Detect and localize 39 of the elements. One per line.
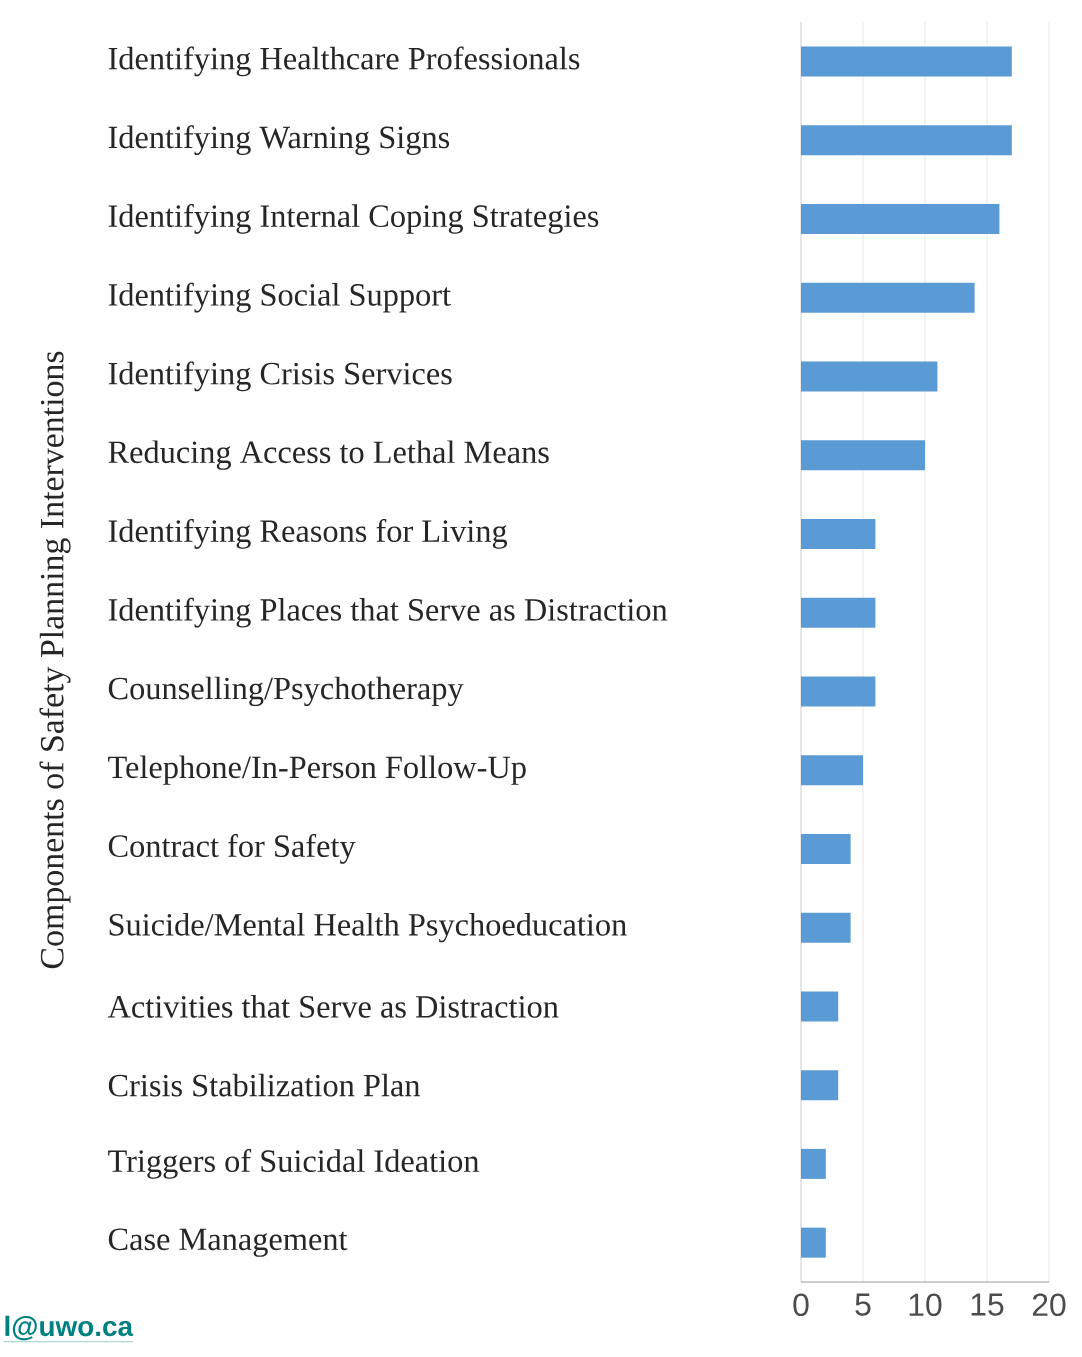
bar bbox=[801, 440, 925, 471]
text: l@uwo.ca bbox=[5, 1315, 134, 1341]
bar bbox=[801, 833, 851, 864]
bar bbox=[801, 518, 876, 549]
y-tick-label: Counselling/Psychotherapy bbox=[108, 676, 464, 707]
bar bbox=[801, 597, 876, 628]
y-tick-label: Identifying Reasons for Living bbox=[108, 518, 508, 549]
x-tick-label: 10 bbox=[909, 1293, 942, 1317]
y-axis-title: Components of Safety Planning Interventions bbox=[39, 351, 71, 969]
bar bbox=[801, 991, 839, 1022]
y-tick-label: Identifying Crisis Services bbox=[108, 361, 452, 392]
bar bbox=[801, 1227, 826, 1258]
y-tick-label: Identifying Healthcare Professionals bbox=[108, 46, 580, 77]
bar bbox=[801, 203, 1000, 234]
x-tick-label: 15 bbox=[971, 1293, 1004, 1316]
y-tick-label: Identifying Internal Coping Strategies bbox=[108, 203, 599, 234]
bar bbox=[801, 1070, 839, 1101]
y-tick-label: Activities that Serve as Distraction bbox=[107, 994, 559, 1018]
x-tick-label: 20 bbox=[1032, 1293, 1066, 1317]
y-tick-label: Crisis Stabilization Plan bbox=[108, 1073, 421, 1097]
x-tick-label: 0 bbox=[793, 1293, 809, 1317]
y-tick-label: Case Management bbox=[108, 1228, 348, 1257]
y-tick-label: Identifying Social Support bbox=[108, 282, 451, 313]
bar bbox=[801, 125, 1012, 156]
bar bbox=[801, 361, 938, 392]
bar bbox=[801, 755, 863, 786]
bar bbox=[801, 46, 1012, 77]
y-tick-label: Telephone/In-Person Follow-Up bbox=[108, 755, 526, 785]
bar bbox=[801, 282, 975, 313]
bar bbox=[801, 1148, 826, 1179]
y-tick-label: Triggers of Suicidal Ideation bbox=[108, 1149, 480, 1179]
y-tick-label: Identifying Warning Signs bbox=[108, 125, 450, 156]
bar bbox=[801, 676, 876, 707]
bar bbox=[801, 912, 851, 943]
y-tick-label: Reducing Access to Lethal Means bbox=[108, 440, 549, 470]
x-tick-label: 5 bbox=[855, 1293, 871, 1316]
y-tick-label: Identifying Places that Serve as Distraction bbox=[108, 597, 668, 628]
y-tick-label: Contract for Safety bbox=[108, 833, 356, 864]
y-tick-label: Suicide/Mental Health Psychoeducation bbox=[109, 912, 627, 943]
